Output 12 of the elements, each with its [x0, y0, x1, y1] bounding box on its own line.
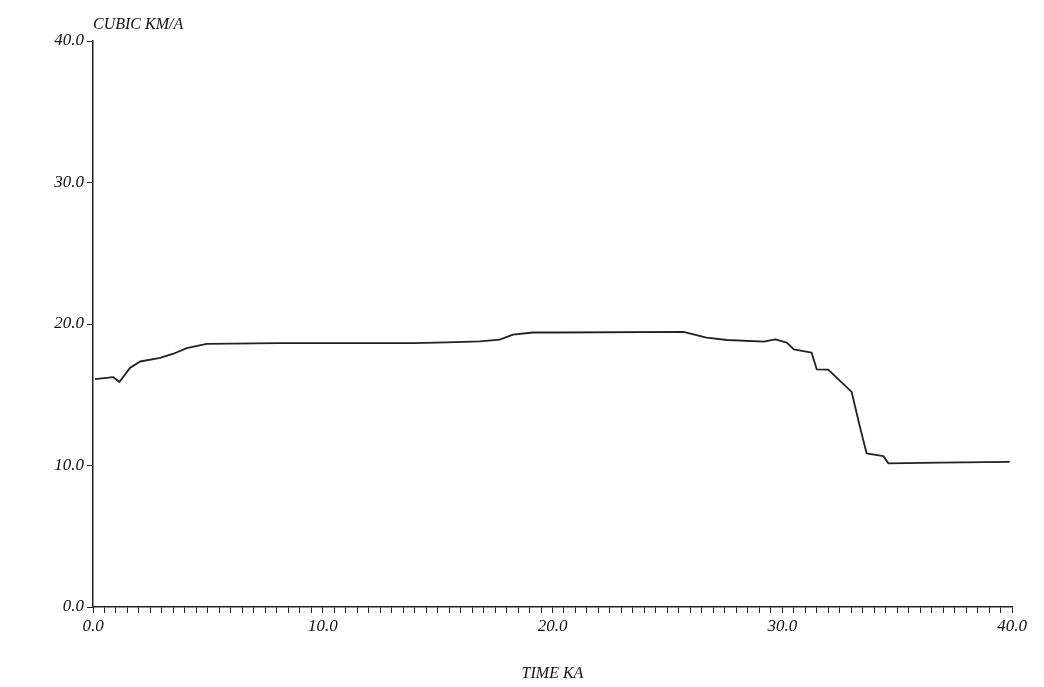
x-tick-label: 10.0 — [307, 615, 339, 635]
y-tick-label: 10.0 — [54, 454, 85, 474]
y-tick-label: 0.0 — [62, 596, 85, 616]
x-tick-label: 0.0 — [82, 615, 105, 635]
x-tick-label: 40.0 — [997, 615, 1028, 635]
x-axis-title: TIME KA — [521, 663, 584, 681]
y-tick-label: 40.0 — [54, 30, 85, 50]
y-axis-title: CUBIC KM/A — [93, 15, 184, 33]
x-tick-label: 20.0 — [537, 615, 568, 635]
x-tick-label: 30.0 — [766, 615, 798, 635]
y-tick-label: 20.0 — [54, 313, 85, 333]
y-tick-label: 30.0 — [53, 171, 85, 191]
